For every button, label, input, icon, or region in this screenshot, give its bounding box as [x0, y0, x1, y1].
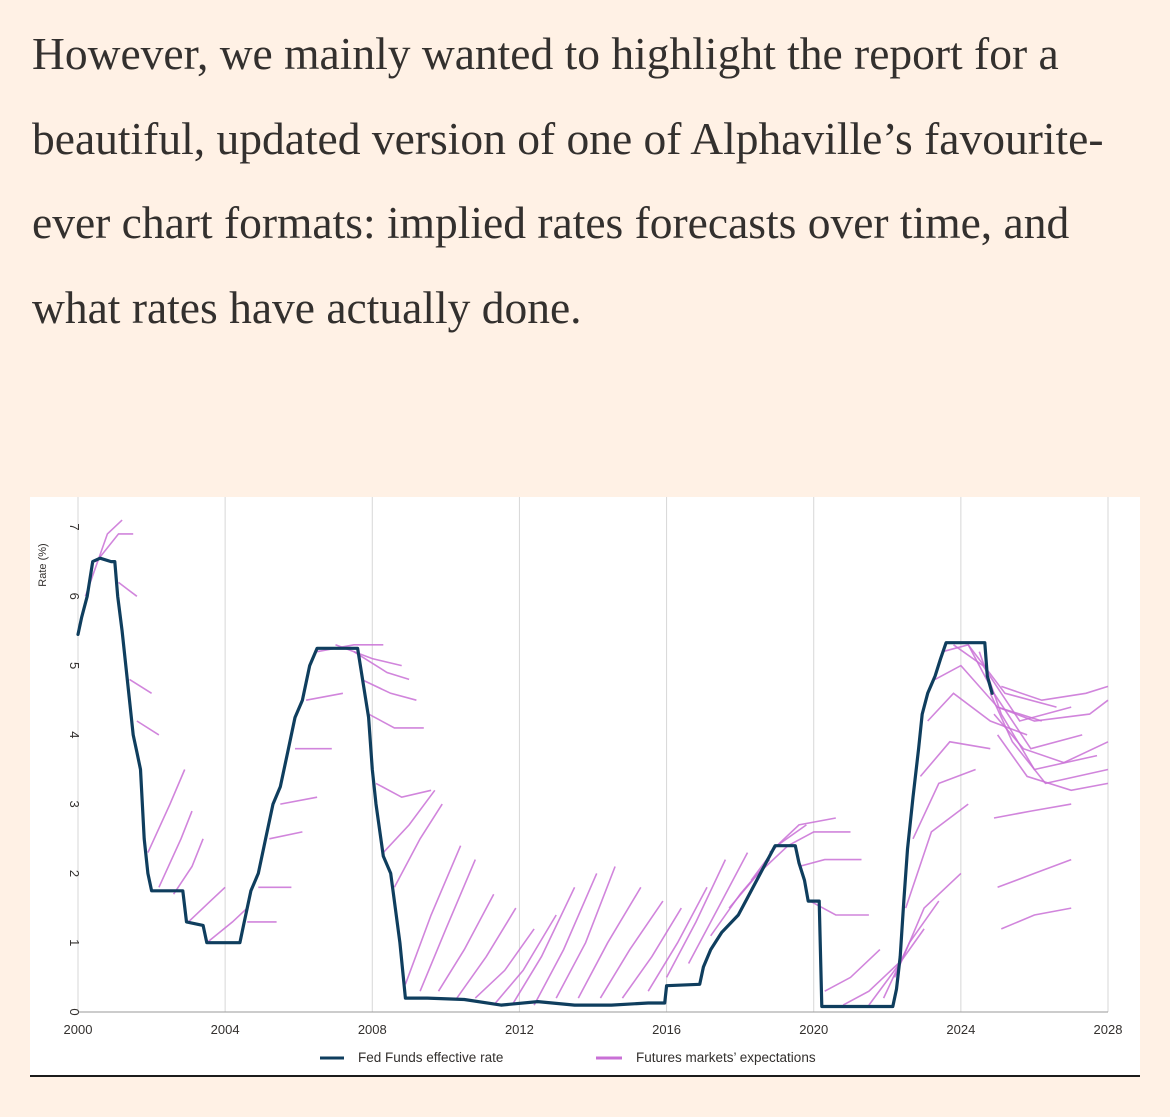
futures-curve — [621, 907, 682, 999]
futures-curve — [993, 803, 1072, 819]
futures-curve — [129, 678, 153, 694]
futures-curve — [687, 852, 749, 964]
futures-curve — [393, 803, 443, 888]
y-axis-label: Rate (%) — [37, 543, 49, 586]
futures-curve — [599, 900, 664, 999]
y-tick-label: 0 — [67, 1008, 82, 1015]
bottom-divider — [30, 1075, 1140, 1077]
x-tick-label: 2000 — [64, 1022, 93, 1037]
article-paragraph: However, we mainly wanted to highlight t… — [32, 28, 1104, 333]
futures-curve — [456, 907, 517, 999]
futures-curve — [368, 713, 424, 729]
futures-curve — [474, 928, 535, 999]
futures-curve — [353, 651, 410, 681]
legend-label-fed-funds: Fed Funds effective rate — [358, 1050, 503, 1065]
y-tick-label: 3 — [67, 801, 82, 808]
x-tick-label: 2028 — [1094, 1022, 1123, 1037]
futures-curve — [493, 914, 557, 1006]
futures-curve — [997, 699, 1109, 722]
futures-curve — [158, 810, 193, 888]
futures-curve — [1000, 907, 1072, 930]
futures-curve — [280, 796, 318, 805]
futures-curve — [269, 831, 303, 840]
futures-curve — [993, 713, 1109, 764]
fed-funds-series — [76, 556, 994, 1009]
futures-curve — [647, 886, 708, 992]
legend-label-futures: Futures markets’ expectations — [636, 1050, 816, 1065]
futures-curve — [824, 949, 881, 992]
futures-curve — [84, 519, 123, 597]
futures-curve — [989, 692, 1109, 785]
y-tick-label: 6 — [67, 593, 82, 600]
futures-curve — [967, 644, 1083, 750]
futures-curve — [1001, 685, 1109, 702]
chart-canvas: 2000 2004 2008 2012 2016 2020 2024 2028 0 1 2 3 4 5 6 7… — [37, 497, 1122, 1065]
futures-curve — [769, 817, 836, 854]
futures-curve — [147, 769, 186, 853]
futures-curve — [798, 858, 862, 868]
x-tick-label: 2012 — [505, 1022, 534, 1037]
futures-expectations-series — [84, 519, 1109, 1006]
y-tick-label: 5 — [67, 662, 82, 669]
futures-curve — [927, 692, 1028, 736]
futures-curve — [728, 845, 789, 909]
y-tick-label: 1 — [67, 939, 82, 946]
futures-curve — [136, 720, 160, 736]
futures-curve — [919, 740, 991, 777]
futures-curve — [419, 859, 477, 992]
futures-curve — [904, 803, 969, 909]
fed-funds-line — [76, 556, 994, 1009]
futures-curve — [555, 866, 616, 999]
futures-curve — [206, 907, 248, 944]
y-tick-label: 7 — [67, 523, 82, 530]
futures-curve — [882, 900, 940, 999]
y-tick-label: 2 — [67, 870, 82, 877]
futures-curve — [893, 872, 962, 978]
x-tick-label: 2004 — [211, 1022, 240, 1037]
futures-curve — [868, 928, 925, 1006]
futures-curve — [934, 664, 1043, 722]
futures-curve — [511, 886, 576, 1006]
futures-curve — [787, 831, 851, 847]
futures-curve — [375, 782, 432, 799]
x-tick-label: 2024 — [946, 1022, 975, 1037]
futures-curve — [172, 838, 204, 895]
futures-curve — [533, 873, 598, 1006]
futures-curve — [912, 768, 976, 840]
futures-curve — [95, 533, 134, 563]
futures-curve — [305, 692, 344, 701]
x-tick-label: 2008 — [358, 1022, 387, 1037]
futures-curve — [382, 789, 436, 854]
y-tick-label: 4 — [67, 731, 82, 738]
gridlines — [77, 497, 1109, 1012]
futures-curve — [842, 962, 899, 1006]
futures-curve — [978, 651, 1098, 771]
rates-chart: 2000 2004 2008 2012 2016 2020 2024 2028 0 1 2 3 4 5 6 7… — [30, 497, 1140, 1075]
futures-curve — [404, 845, 462, 985]
futures-curve — [997, 858, 1072, 889]
legend: Fed Funds effective rate Futures markets’… — [320, 1050, 816, 1065]
futures-curve — [996, 734, 1109, 792]
futures-curve — [118, 581, 138, 597]
x-tick-label: 2016 — [652, 1022, 681, 1037]
futures-curve — [187, 886, 226, 923]
futures-curve — [953, 644, 1072, 722]
futures-curve — [360, 678, 417, 701]
futures-curve — [665, 859, 727, 978]
futures-curve — [437, 893, 495, 992]
x-tick-label: 2020 — [799, 1022, 828, 1037]
axes: 2000 2004 2008 2012 2016 2020 2024 2028 0 1 2 3 4 5 6 7… — [37, 523, 1122, 1037]
futures-curve — [577, 886, 642, 999]
